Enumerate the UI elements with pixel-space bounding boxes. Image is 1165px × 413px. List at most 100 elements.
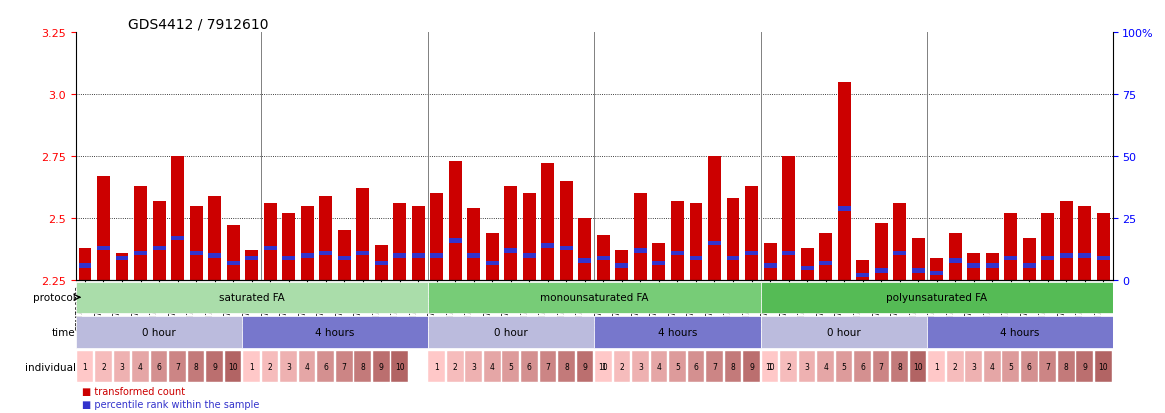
Text: 8: 8 — [193, 362, 198, 371]
Bar — [171, 236, 184, 241]
FancyBboxPatch shape — [502, 351, 520, 382]
Bar — [708, 157, 721, 280]
Bar — [467, 209, 480, 280]
FancyBboxPatch shape — [242, 317, 428, 348]
FancyBboxPatch shape — [391, 351, 408, 382]
FancyBboxPatch shape — [781, 351, 797, 382]
FancyBboxPatch shape — [910, 351, 926, 382]
Text: 7: 7 — [175, 362, 181, 371]
Text: 5: 5 — [1008, 362, 1014, 371]
FancyBboxPatch shape — [762, 351, 778, 382]
Bar — [134, 186, 147, 280]
Text: 3: 3 — [120, 362, 125, 371]
Bar — [449, 239, 461, 243]
Text: 6: 6 — [1026, 362, 1032, 371]
Bar — [153, 246, 165, 251]
Bar — [115, 253, 128, 280]
FancyBboxPatch shape — [966, 351, 982, 382]
Bar — [209, 196, 221, 280]
Text: 4: 4 — [305, 362, 310, 371]
Text: 2: 2 — [268, 362, 273, 371]
Text: time: time — [52, 327, 76, 337]
Text: 10: 10 — [1099, 362, 1108, 371]
Bar — [523, 254, 536, 258]
Bar — [1004, 214, 1017, 280]
Bar — [301, 254, 313, 258]
Text: 10: 10 — [765, 362, 775, 371]
Text: 2: 2 — [786, 362, 791, 371]
FancyBboxPatch shape — [761, 317, 927, 348]
Bar — [819, 261, 832, 266]
Bar — [1079, 206, 1092, 280]
FancyBboxPatch shape — [1021, 351, 1038, 382]
Bar — [1079, 254, 1092, 258]
Text: 7: 7 — [545, 362, 550, 371]
Text: 10: 10 — [395, 362, 404, 371]
Text: 1: 1 — [768, 362, 772, 371]
Bar — [375, 261, 388, 266]
FancyBboxPatch shape — [76, 282, 428, 313]
Bar — [634, 249, 647, 253]
Bar — [97, 246, 110, 251]
Bar — [578, 218, 592, 280]
Bar — [411, 254, 425, 258]
Bar — [596, 256, 610, 261]
Bar — [504, 186, 517, 280]
Bar — [338, 256, 351, 261]
FancyBboxPatch shape — [466, 351, 482, 382]
Bar — [449, 161, 461, 280]
FancyBboxPatch shape — [429, 351, 445, 382]
Text: individual: individual — [24, 362, 76, 372]
FancyBboxPatch shape — [483, 351, 501, 382]
FancyBboxPatch shape — [984, 351, 1001, 382]
Bar — [430, 254, 443, 258]
Text: 8: 8 — [1064, 362, 1068, 371]
Text: monounsaturated FA: monounsaturated FA — [539, 292, 649, 303]
Bar — [746, 186, 758, 280]
Bar — [560, 181, 573, 280]
FancyBboxPatch shape — [929, 351, 945, 382]
Bar — [727, 256, 740, 261]
Bar — [727, 199, 740, 280]
FancyBboxPatch shape — [614, 351, 630, 382]
Bar — [894, 204, 906, 280]
Text: 4: 4 — [489, 362, 495, 371]
Bar — [800, 248, 813, 280]
Text: 8: 8 — [360, 362, 365, 371]
FancyBboxPatch shape — [799, 351, 815, 382]
Text: saturated FA: saturated FA — [219, 292, 284, 303]
Text: 7: 7 — [878, 362, 883, 371]
FancyBboxPatch shape — [743, 351, 760, 382]
Bar — [986, 263, 998, 268]
FancyBboxPatch shape — [1058, 351, 1074, 382]
Text: 1: 1 — [435, 362, 439, 371]
Bar — [763, 263, 777, 268]
Bar — [263, 246, 276, 251]
Bar — [115, 256, 128, 261]
FancyBboxPatch shape — [243, 351, 260, 382]
Text: 1: 1 — [83, 362, 87, 371]
Text: 4: 4 — [824, 362, 828, 371]
Text: 10: 10 — [599, 362, 608, 371]
Text: 10: 10 — [228, 362, 238, 371]
Text: 3: 3 — [472, 362, 476, 371]
FancyBboxPatch shape — [761, 282, 1113, 313]
FancyBboxPatch shape — [650, 351, 668, 382]
FancyBboxPatch shape — [169, 351, 186, 382]
Bar — [282, 256, 295, 261]
Text: 6: 6 — [860, 362, 866, 371]
FancyBboxPatch shape — [927, 317, 1113, 348]
Bar — [1004, 256, 1017, 261]
Bar — [411, 206, 425, 280]
Text: ■ transformed count: ■ transformed count — [82, 387, 185, 396]
Bar — [615, 251, 628, 280]
Text: 2: 2 — [101, 362, 106, 371]
Bar — [596, 236, 610, 280]
Text: 1: 1 — [934, 362, 939, 371]
FancyBboxPatch shape — [428, 282, 761, 313]
FancyBboxPatch shape — [539, 351, 556, 382]
FancyBboxPatch shape — [299, 351, 316, 382]
FancyBboxPatch shape — [354, 351, 370, 382]
Bar — [542, 164, 555, 280]
FancyBboxPatch shape — [891, 351, 908, 382]
